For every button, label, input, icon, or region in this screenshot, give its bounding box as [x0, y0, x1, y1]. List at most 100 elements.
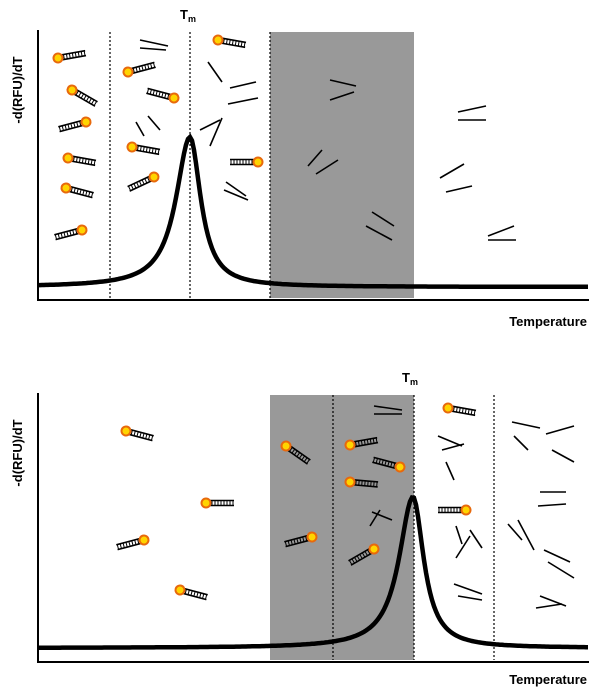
probe-rung — [361, 552, 366, 558]
single-strand — [307, 149, 323, 167]
probe-rung — [158, 91, 161, 97]
single-strand — [139, 39, 169, 47]
probe-rung — [135, 67, 138, 73]
probe-rung — [72, 156, 75, 162]
probe-rung — [70, 123, 73, 129]
probe-rung — [134, 539, 137, 545]
probe-rung — [130, 184, 134, 190]
probe-rung — [305, 536, 308, 542]
probe-rung — [88, 191, 91, 197]
probe-strand — [129, 428, 154, 437]
probe-rung — [137, 539, 140, 545]
probe-rung — [68, 53, 71, 59]
probe-rung — [91, 99, 95, 105]
fluorophore — [126, 141, 138, 153]
probe — [438, 504, 472, 516]
probe — [212, 34, 247, 49]
probe-rung — [54, 234, 58, 240]
probe-strand — [128, 433, 153, 442]
panel-top: -d(RFU)/dT Temperature Tm — [10, 7, 589, 329]
probe-rung — [85, 190, 88, 196]
probe-rung — [378, 459, 381, 465]
fluorophore — [60, 182, 72, 194]
single-strand — [207, 61, 223, 83]
probe-rung — [240, 41, 243, 47]
single-strand — [545, 425, 575, 435]
probe-rung — [81, 158, 84, 164]
probe-rung — [132, 67, 135, 73]
single-strand — [135, 121, 145, 137]
fluorophore — [138, 534, 150, 546]
fluorophore — [122, 66, 134, 78]
probe-rung — [348, 560, 353, 565]
probe-rung — [293, 450, 298, 456]
fluorophore — [174, 584, 186, 596]
probe-rung — [151, 148, 154, 154]
probe-rung — [366, 439, 369, 445]
probe-rung — [136, 182, 140, 188]
probe-rung — [306, 459, 310, 464]
probe-rung — [148, 147, 151, 153]
probe — [348, 543, 380, 566]
probe-rung — [289, 447, 293, 452]
probe-rung — [196, 592, 199, 598]
probe-rung — [202, 593, 205, 599]
probe-rung — [351, 558, 355, 564]
probe-rung — [467, 409, 470, 415]
probe-rung — [375, 458, 378, 464]
probe-rung — [93, 160, 96, 166]
probe-strand — [221, 37, 247, 44]
single-strand — [223, 189, 249, 201]
single-strand — [439, 163, 465, 179]
probe-rung — [155, 90, 158, 96]
probe-rung — [76, 188, 79, 194]
probe-strand — [352, 436, 378, 443]
probe-rung — [243, 42, 246, 48]
probe-rung — [138, 66, 141, 72]
probe-rung — [473, 410, 476, 416]
gray-band — [270, 395, 414, 660]
probe-rung — [390, 462, 393, 468]
probe-rung — [73, 122, 76, 128]
probe-rung — [187, 589, 190, 595]
probe-rung — [375, 437, 378, 443]
probe-rung — [136, 145, 139, 151]
probe-rung — [80, 51, 83, 57]
single-strand — [513, 435, 529, 451]
fluorophore — [368, 543, 380, 555]
probe-rung — [63, 232, 66, 238]
probe-rung — [372, 438, 375, 444]
probe-rung — [372, 457, 376, 463]
dotted-lines — [332, 395, 495, 660]
tm-sub: m — [410, 377, 418, 387]
probe — [120, 425, 154, 442]
single-strand — [369, 509, 381, 527]
probe-rung — [193, 591, 196, 597]
probe-rung — [367, 549, 371, 555]
probe-rung — [470, 409, 473, 415]
probe — [62, 152, 97, 167]
single-strand — [229, 81, 257, 89]
probe-rung — [464, 408, 467, 414]
single-strand — [537, 503, 567, 507]
single-strand — [547, 561, 575, 579]
probe-rung — [125, 542, 128, 548]
probe-rung — [141, 179, 145, 185]
single-strand — [539, 595, 567, 607]
probe-rung — [455, 407, 458, 413]
single-strand — [445, 461, 455, 481]
probe-rung — [71, 52, 74, 58]
fluorophore — [394, 461, 406, 473]
tm-main: T — [402, 370, 410, 385]
tm-sub: m — [188, 14, 196, 24]
probe-rung — [73, 187, 76, 193]
fluorophore — [76, 224, 88, 236]
probe-rung — [144, 178, 148, 184]
single-strand — [511, 421, 541, 429]
probe-rung — [139, 146, 142, 152]
fluorophore — [442, 402, 454, 414]
probe-rung — [93, 101, 98, 106]
probe — [60, 182, 94, 199]
probe-rung — [225, 39, 228, 45]
probe-rung — [57, 233, 60, 239]
